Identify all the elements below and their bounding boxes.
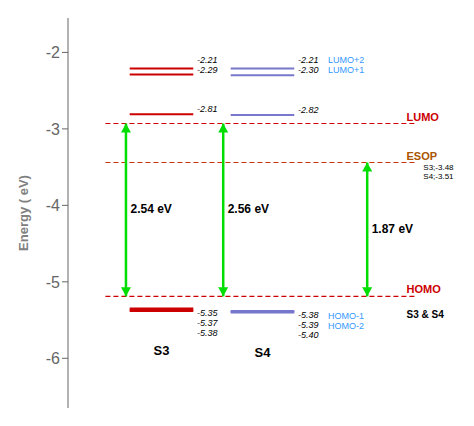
svg-text:-2.21: -2.21 <box>197 55 218 65</box>
svg-text:S4: S4 <box>255 345 272 360</box>
svg-text:-5.38: -5.38 <box>197 328 218 338</box>
svg-text:-2.29: -2.29 <box>197 65 218 75</box>
svg-text:-2.81: -2.81 <box>197 104 218 114</box>
svg-text:Energy ( eV): Energy ( eV) <box>16 175 31 251</box>
svg-text:-3: -3 <box>46 121 60 138</box>
svg-text:-5.40: -5.40 <box>298 330 319 340</box>
svg-text:S4;-3.51: S4;-3.51 <box>423 172 454 181</box>
svg-text:-5.35: -5.35 <box>197 308 219 318</box>
svg-text:HOMO: HOMO <box>406 283 441 295</box>
svg-text:-5.38: -5.38 <box>298 310 319 320</box>
svg-text:-2.82: -2.82 <box>298 105 319 115</box>
svg-text:HOMO-1: HOMO-1 <box>328 311 364 321</box>
svg-text:-5.37: -5.37 <box>197 318 219 328</box>
svg-text:-2.30: -2.30 <box>298 65 319 75</box>
svg-text:S3;-3.48: S3;-3.48 <box>423 163 454 172</box>
svg-text:-5: -5 <box>46 274 60 291</box>
svg-text:HOMO-2: HOMO-2 <box>328 321 364 331</box>
svg-text:LUMO+1: LUMO+1 <box>328 65 364 75</box>
svg-text:-4: -4 <box>46 197 60 214</box>
svg-text:-2.21: -2.21 <box>298 55 319 65</box>
svg-text:S3 & S4: S3 & S4 <box>406 309 444 320</box>
svg-text:LUMO: LUMO <box>406 111 439 123</box>
svg-text:2.56 eV: 2.56 eV <box>228 202 269 216</box>
svg-text:-6: -6 <box>46 350 60 367</box>
svg-text:1.87 eV: 1.87 eV <box>372 222 413 236</box>
svg-text:LUMO+2: LUMO+2 <box>328 55 364 65</box>
svg-text:S3: S3 <box>154 343 170 358</box>
svg-text:ESOP: ESOP <box>406 150 437 162</box>
svg-text:2.54 eV: 2.54 eV <box>130 202 171 216</box>
svg-text:-2: -2 <box>46 44 60 61</box>
svg-text:-5.39: -5.39 <box>298 320 319 330</box>
